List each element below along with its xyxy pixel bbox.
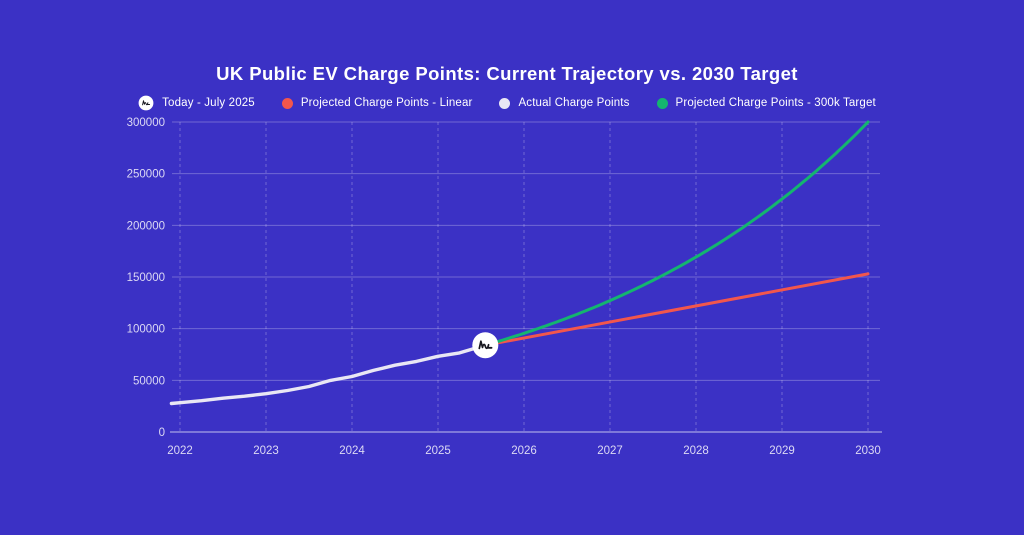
x-tick-label: 2026	[511, 445, 537, 457]
chart-title: UK Public EV Charge Points: Current Traj…	[216, 63, 798, 84]
series-line-1	[483, 272, 870, 347]
y-tick-label: 200000	[127, 220, 165, 232]
today-marker-icon	[138, 95, 154, 111]
series-line-0	[169, 343, 487, 406]
x-tick-label: 2022	[167, 445, 193, 457]
x-tick-label: 2024	[339, 445, 365, 457]
legend-item-actual: Actual Charge Points	[499, 97, 629, 109]
red-dot-icon	[281, 97, 293, 109]
y-tick-label: 150000	[127, 272, 165, 284]
legend-item-projected-target: Projected Charge Points - 300k Target	[656, 97, 876, 109]
x-tick-label: 2030	[855, 445, 881, 457]
legend-item-projected-linear: Projected Charge Points - Linear	[281, 97, 473, 109]
y-tick-label: 250000	[127, 169, 165, 181]
x-tick-label: 2023	[253, 445, 279, 457]
y-tick-label: 50000	[133, 375, 165, 387]
y-tick-label: 300000	[127, 117, 165, 129]
white-dot-icon	[499, 97, 511, 109]
x-axis-labels: 2022 2023 2024 2025 2026 2027 2028 2029 2030	[167, 445, 881, 457]
grid-lines	[172, 121, 880, 432]
legend-label-projected-target: Projected Charge Points - 300k Target	[675, 97, 876, 109]
chart-legend: Today - July 2025 Projected Charge Point…	[0, 93, 1014, 113]
x-tick-label: 2029	[769, 445, 795, 457]
x-tick-label: 2027	[597, 445, 623, 457]
y-tick-label: 100000	[127, 324, 165, 336]
legend-item-today: Today - July 2025	[138, 95, 255, 111]
y-tick-label: 0	[159, 427, 165, 439]
legend-label-actual: Actual Charge Points	[518, 97, 630, 109]
y-axis-labels: 0 50000 100000 150000 200000 250000 300000	[127, 117, 165, 439]
today-marker	[472, 332, 499, 359]
series-line-2	[483, 120, 870, 347]
x-tick-label: 2025	[425, 445, 451, 457]
x-tick-label: 2028	[683, 445, 709, 457]
legend-label-projected-linear: Projected Charge Points - Linear	[300, 97, 473, 109]
green-dot-icon	[656, 97, 668, 109]
legend-label-today: Today - July 2025	[162, 97, 255, 109]
